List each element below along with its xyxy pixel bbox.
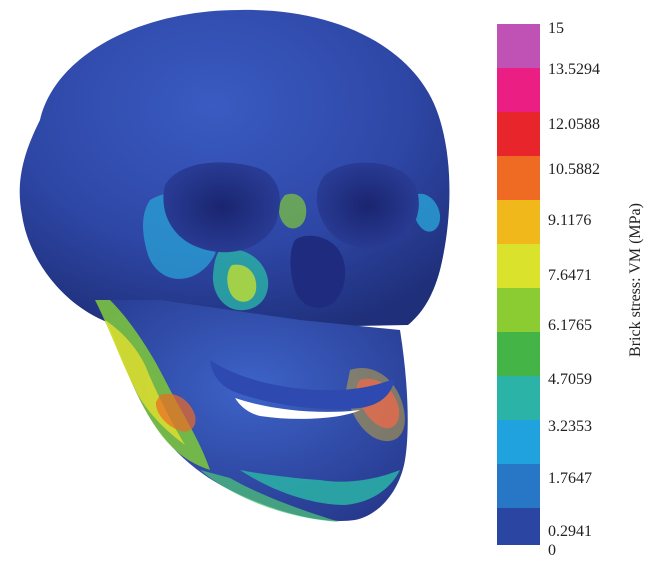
colorbar-band [497,508,540,545]
colorbar-band [497,112,540,156]
colorbar-band [497,244,540,288]
colorbar-tick-label: 0 [548,542,556,559]
colorbar-tick-label: 3.2353 [548,418,592,435]
teeth-row [210,360,395,410]
colorbar-band [497,200,540,244]
colorbar-tick-label: 15 [548,20,564,37]
colorbar-tick-label: 7.6471 [548,267,592,284]
stress-maxilla-core [227,264,257,302]
stress-nasal [278,193,307,229]
colorbar-tick-label: 4.7059 [548,371,592,388]
colorbar-tick-label: 1.7647 [548,470,592,487]
mouth-gap [235,398,360,419]
colorbar [497,24,540,545]
colorbar-tick-label: 12.0588 [548,116,600,133]
colorbar-band [497,288,540,332]
colorbar-tick-label: 0.2941 [548,523,592,540]
colorbar-title: Brick stress: VM (MPa) [627,203,644,357]
right-orbit [316,162,419,249]
colorbar-band [497,420,540,464]
stress-left-teeth [155,393,196,432]
colorbar-tick-label: 9.1176 [548,212,592,229]
colorbar-tick-label: 10.5882 [548,161,600,178]
colorbar-tick-label: 13.5294 [548,61,600,78]
stress-chin [240,470,400,505]
colorbar-tick-label: 6.1765 [548,317,592,334]
left-orbit [163,162,280,253]
colorbar-band [497,68,540,112]
stress-temporal [413,193,441,232]
nasal-cavity [290,235,346,308]
stress-chin-lower [200,470,340,522]
colorbar-band [497,464,540,508]
colorbar-band [497,156,540,200]
colorbar-band [497,376,540,420]
colorbar-band [497,24,540,68]
skull-stress-render [19,9,450,522]
colorbar-band [497,332,540,376]
